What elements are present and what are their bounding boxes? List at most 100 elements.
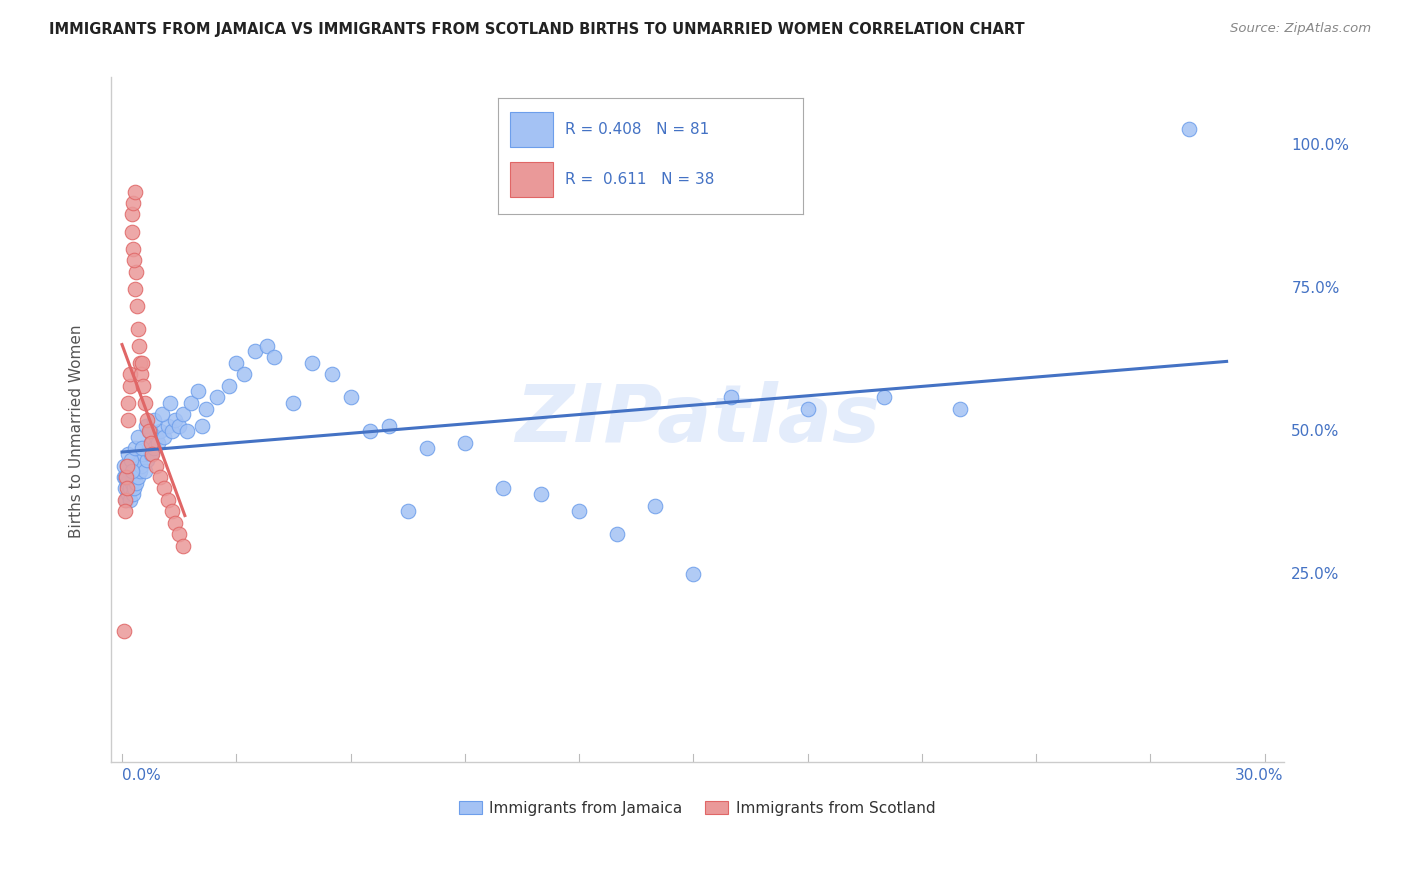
Text: 50.0%: 50.0% xyxy=(1291,424,1340,439)
Point xyxy=(112,624,135,639)
Point xyxy=(122,482,145,496)
Point xyxy=(114,492,136,507)
Point xyxy=(156,492,179,507)
Point xyxy=(135,413,157,427)
Point xyxy=(416,442,439,456)
Point xyxy=(141,447,163,461)
Point xyxy=(172,539,194,553)
Point xyxy=(720,390,742,404)
Point xyxy=(207,390,229,404)
Point xyxy=(127,321,149,335)
Point xyxy=(218,378,240,392)
Point xyxy=(124,185,146,199)
Point xyxy=(568,504,591,518)
Text: Births to Unmarried Women: Births to Unmarried Women xyxy=(69,325,84,538)
Point xyxy=(112,458,135,473)
Point xyxy=(127,430,149,444)
Point xyxy=(124,442,146,456)
Point xyxy=(153,482,176,496)
Point xyxy=(283,396,305,410)
Point xyxy=(121,487,143,501)
Point xyxy=(122,196,145,211)
Point xyxy=(949,401,972,416)
Point xyxy=(114,470,136,484)
Point xyxy=(122,253,145,268)
Text: Source: ZipAtlas.com: Source: ZipAtlas.com xyxy=(1230,22,1371,36)
Point xyxy=(121,475,143,490)
Text: ZIPatlas: ZIPatlas xyxy=(515,381,880,459)
Point xyxy=(245,344,267,359)
Point xyxy=(125,475,148,490)
Point xyxy=(187,384,209,399)
Point xyxy=(139,447,162,461)
Point xyxy=(225,356,247,370)
Point xyxy=(191,418,214,433)
Point xyxy=(172,407,194,421)
Point xyxy=(150,407,173,421)
Point xyxy=(117,487,139,501)
Point xyxy=(121,242,143,256)
Point xyxy=(492,482,515,496)
Point xyxy=(129,368,152,382)
Point xyxy=(359,425,381,439)
Point xyxy=(127,470,149,484)
Point xyxy=(124,464,146,478)
Point xyxy=(114,470,136,484)
Point xyxy=(141,435,163,450)
Point xyxy=(112,470,135,484)
Point xyxy=(454,435,477,450)
Point xyxy=(115,458,138,473)
Point xyxy=(131,442,153,456)
Point xyxy=(117,413,139,427)
Point xyxy=(129,458,152,473)
Point xyxy=(256,339,278,353)
Point xyxy=(120,453,142,467)
Point xyxy=(117,396,139,410)
Point xyxy=(149,470,172,484)
Point xyxy=(682,567,704,582)
Point xyxy=(165,516,187,530)
Text: 0.0%: 0.0% xyxy=(122,768,160,783)
Point xyxy=(115,475,138,490)
Text: IMMIGRANTS FROM JAMAICA VS IMMIGRANTS FROM SCOTLAND BIRTHS TO UNMARRIED WOMEN CO: IMMIGRANTS FROM JAMAICA VS IMMIGRANTS FR… xyxy=(49,22,1025,37)
Point xyxy=(167,418,190,433)
Text: 25.0%: 25.0% xyxy=(1291,566,1340,582)
Point xyxy=(115,458,138,473)
Point xyxy=(129,356,152,370)
Point xyxy=(139,425,162,439)
Point xyxy=(644,499,666,513)
Point xyxy=(120,368,142,382)
Point xyxy=(142,413,165,427)
Point xyxy=(145,458,167,473)
Point xyxy=(135,453,157,467)
Point xyxy=(115,482,138,496)
Point xyxy=(128,453,150,467)
Point xyxy=(165,413,187,427)
Point xyxy=(121,464,143,478)
Point xyxy=(121,207,143,221)
Point xyxy=(127,299,149,313)
Point xyxy=(145,430,167,444)
Point xyxy=(128,339,150,353)
Point xyxy=(132,378,155,392)
Point xyxy=(180,396,202,410)
Point xyxy=(114,492,136,507)
Point xyxy=(138,425,160,439)
Point xyxy=(232,368,254,382)
Point xyxy=(124,282,146,296)
Point xyxy=(118,378,141,392)
Point xyxy=(263,350,285,364)
Point xyxy=(530,487,553,501)
Point xyxy=(122,470,145,484)
Point xyxy=(125,264,148,278)
Point xyxy=(117,447,139,461)
Point xyxy=(131,356,153,370)
Point xyxy=(138,442,160,456)
Text: 75.0%: 75.0% xyxy=(1291,281,1340,296)
Point xyxy=(134,464,156,478)
Legend: Immigrants from Jamaica, Immigrants from Scotland: Immigrants from Jamaica, Immigrants from… xyxy=(451,793,943,823)
Point xyxy=(321,368,343,382)
Point xyxy=(194,401,217,416)
Point xyxy=(114,504,136,518)
Point xyxy=(134,396,156,410)
